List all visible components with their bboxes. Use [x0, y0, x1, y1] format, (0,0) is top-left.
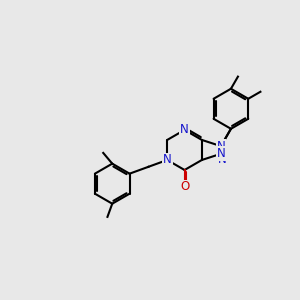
- Text: N: N: [163, 154, 172, 166]
- Text: N: N: [217, 147, 225, 160]
- Text: N: N: [218, 154, 226, 166]
- Text: O: O: [180, 181, 189, 194]
- Text: N: N: [217, 140, 225, 153]
- Text: N: N: [180, 123, 189, 136]
